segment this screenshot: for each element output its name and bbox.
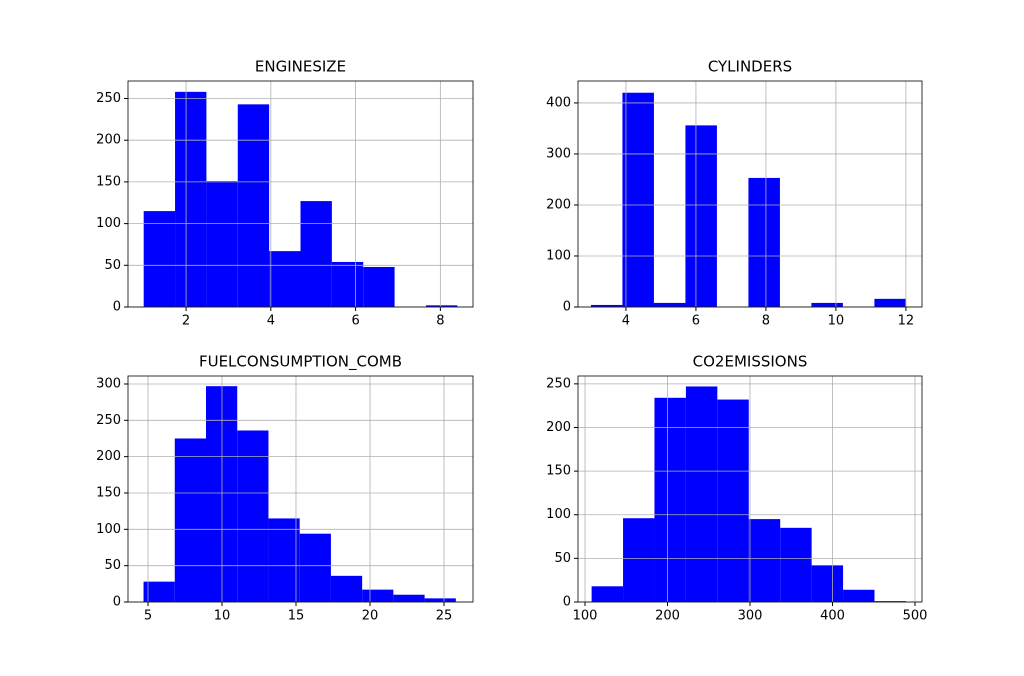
histogram-bar [237,430,269,602]
y-tick-label: 250 [546,376,571,391]
histogram-bar [393,594,425,602]
x-tick-label: 20 [362,609,379,624]
y-tick-label: 0 [113,300,121,315]
y-tick-label: 150 [96,174,121,189]
y-tick-label: 400 [546,95,571,110]
histogram-bar [299,533,331,602]
histogram-bar [843,589,875,602]
histogram-bar [748,519,781,602]
histogram-bar [268,518,300,602]
histogram-bar [717,399,749,602]
histogram-bar [362,589,394,602]
histogram-bar [811,565,844,602]
histogram-bar [748,177,780,307]
x-tick-label: 8 [762,314,770,329]
histogram-bar [330,575,363,602]
axes-frame [577,80,923,308]
chart-title: CO2EMISSIONS [693,353,808,371]
histogram-bar [874,298,906,307]
y-tick-label: 50 [554,551,571,566]
x-tick-label: 25 [436,609,453,624]
x-tick-label: 8 [436,314,444,329]
histogram-bar [591,586,624,602]
y-tick-label: 0 [563,300,571,315]
histogram-bar [206,181,238,307]
y-tick-label: 0 [113,595,121,610]
chart-title: FUELCONSUMPTION_COMB [199,353,402,372]
histogram-bar [622,92,654,307]
histogram-bar [780,527,812,602]
y-tick-label: 100 [96,216,121,231]
y-tick-label: 200 [546,197,571,212]
x-tick-label: 6 [351,314,359,329]
y-tick-label: 150 [96,485,121,500]
x-tick-label: 500 [903,609,928,624]
histogram-bar [300,201,332,307]
histogram-bar [623,518,655,602]
x-tick-label: 12 [898,314,915,329]
x-tick-label: 10 [828,314,845,329]
y-tick-label: 50 [104,558,121,573]
y-tick-label: 100 [546,248,571,263]
x-tick-label: 4 [267,314,275,329]
histogram-bar [653,302,686,307]
histogram-bar [331,261,364,307]
histogram-bar [143,211,176,307]
histogram-bar [811,302,843,307]
x-tick-label: 10 [214,609,231,624]
histogram-bar [363,266,395,307]
x-tick-label: 100 [573,609,598,624]
histogram-bar [424,598,456,602]
x-tick-label: 4 [622,314,630,329]
histogram-bar [143,581,175,602]
x-tick-label: 2 [182,314,190,329]
histogram-bar [685,125,717,307]
y-tick-label: 150 [546,464,571,479]
y-tick-label: 100 [546,507,571,522]
x-tick-label: 400 [820,609,845,624]
x-tick-label: 5 [144,609,152,624]
histogram-bar [685,386,718,602]
chart-title: ENGINESIZE [255,58,346,76]
y-tick-label: 100 [96,522,121,537]
x-tick-label: 15 [288,609,305,624]
y-tick-label: 200 [96,449,121,464]
y-tick-label: 250 [96,413,121,428]
y-tick-label: 200 [96,133,121,148]
histogram-bar [425,305,458,307]
axes-frame [127,80,474,308]
histogram-bar [874,601,906,602]
x-tick-label: 6 [692,314,700,329]
histogram-bar [237,104,270,307]
axes-frame [127,375,474,603]
axes-frame [577,375,923,603]
x-tick-label: 200 [655,609,680,624]
histogram-bar [590,304,623,307]
x-tick-label: 300 [738,609,763,624]
histogram-bar [654,397,686,602]
histogram-bar [175,91,207,307]
y-tick-label: 200 [546,420,571,435]
y-tick-label: 300 [546,146,571,161]
y-tick-label: 0 [563,595,571,610]
y-tick-label: 300 [96,376,121,391]
histogram-bar [174,438,206,602]
histogram-bar [269,251,301,307]
y-tick-label: 250 [96,91,121,106]
y-tick-label: 50 [104,258,121,273]
chart-title: CYLINDERS [708,58,792,76]
